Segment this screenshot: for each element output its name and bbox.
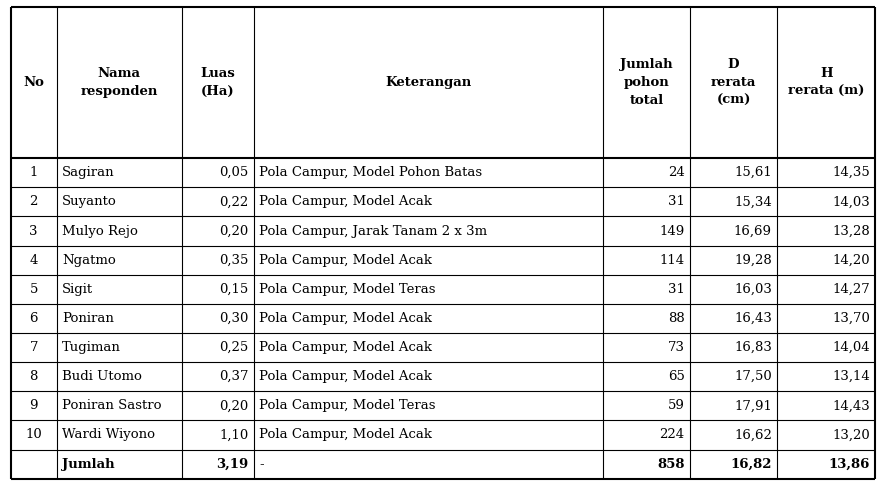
Text: 6: 6 — [29, 312, 38, 325]
Text: Luas
(Ha): Luas (Ha) — [200, 67, 236, 98]
Text: 19,28: 19,28 — [734, 254, 772, 267]
Text: Budi Utomo: Budi Utomo — [62, 370, 142, 383]
Text: H
rerata (m): H rerata (m) — [788, 67, 865, 98]
Text: 0,05: 0,05 — [220, 166, 249, 179]
Text: -: - — [260, 458, 264, 470]
Text: 15,61: 15,61 — [734, 166, 772, 179]
Text: Wardi Wiyono: Wardi Wiyono — [62, 429, 155, 441]
Text: Pola Campur, Model Teras: Pola Campur, Model Teras — [260, 399, 436, 412]
Text: Pola Campur, Model Teras: Pola Campur, Model Teras — [260, 283, 436, 296]
Text: Pola Campur, Model Pohon Batas: Pola Campur, Model Pohon Batas — [260, 166, 483, 179]
Text: Jumlah: Jumlah — [62, 458, 114, 470]
Text: 17,91: 17,91 — [734, 399, 772, 412]
Text: Sagiran: Sagiran — [62, 166, 114, 179]
Text: 4: 4 — [29, 254, 38, 267]
Text: 13,70: 13,70 — [832, 312, 870, 325]
Text: 1: 1 — [29, 166, 38, 179]
Text: Pola Campur, Model Acak: Pola Campur, Model Acak — [260, 370, 432, 383]
Text: 3,19: 3,19 — [216, 458, 249, 470]
Text: 31: 31 — [668, 283, 685, 296]
Text: 0,35: 0,35 — [220, 254, 249, 267]
Text: Pola Campur, Model Acak: Pola Campur, Model Acak — [260, 312, 432, 325]
Text: 15,34: 15,34 — [734, 195, 772, 208]
Text: 17,50: 17,50 — [734, 370, 772, 383]
Text: Pola Campur, Model Acak: Pola Campur, Model Acak — [260, 429, 432, 441]
Text: 14,03: 14,03 — [832, 195, 870, 208]
Text: Sigit: Sigit — [62, 283, 93, 296]
Text: 13,14: 13,14 — [832, 370, 870, 383]
Text: 0,15: 0,15 — [220, 283, 249, 296]
Text: 13,20: 13,20 — [832, 429, 870, 441]
Text: 31: 31 — [668, 195, 685, 208]
Text: 16,83: 16,83 — [734, 341, 772, 354]
Text: 5: 5 — [29, 283, 38, 296]
Text: 0,20: 0,20 — [220, 399, 249, 412]
Text: Mulyo Rejo: Mulyo Rejo — [62, 225, 138, 238]
Text: 0,25: 0,25 — [220, 341, 249, 354]
Text: 14,20: 14,20 — [833, 254, 870, 267]
Text: 88: 88 — [668, 312, 685, 325]
Text: Poniran Sastro: Poniran Sastro — [62, 399, 161, 412]
Text: 13,86: 13,86 — [828, 458, 870, 470]
Text: 149: 149 — [659, 225, 685, 238]
Text: 0,22: 0,22 — [220, 195, 249, 208]
Text: 0,30: 0,30 — [220, 312, 249, 325]
Text: Ngatmo: Ngatmo — [62, 254, 116, 267]
Text: 16,82: 16,82 — [730, 458, 772, 470]
Text: No: No — [23, 76, 44, 89]
Text: Tugiman: Tugiman — [62, 341, 120, 354]
Text: 59: 59 — [668, 399, 685, 412]
Text: 3: 3 — [29, 225, 38, 238]
Text: 9: 9 — [29, 399, 38, 412]
Text: Pola Campur, Jarak Tanam 2 x 3m: Pola Campur, Jarak Tanam 2 x 3m — [260, 225, 487, 238]
Text: 16,69: 16,69 — [734, 225, 772, 238]
Text: 16,43: 16,43 — [734, 312, 772, 325]
Text: 14,43: 14,43 — [832, 399, 870, 412]
Text: 16,03: 16,03 — [734, 283, 772, 296]
Text: Keterangan: Keterangan — [385, 76, 471, 89]
Text: 0,20: 0,20 — [220, 225, 249, 238]
Text: 7: 7 — [29, 341, 38, 354]
Text: 8: 8 — [29, 370, 38, 383]
Text: Suyanto: Suyanto — [62, 195, 117, 208]
Text: 10: 10 — [26, 429, 42, 441]
Text: D
rerata
(cm): D rerata (cm) — [711, 58, 757, 107]
Text: 73: 73 — [668, 341, 685, 354]
Text: 0,37: 0,37 — [220, 370, 249, 383]
Text: 24: 24 — [668, 166, 685, 179]
Text: Nama
responden: Nama responden — [81, 67, 158, 98]
Text: 16,62: 16,62 — [734, 429, 772, 441]
Text: Pola Campur, Model Acak: Pola Campur, Model Acak — [260, 254, 432, 267]
Text: 13,28: 13,28 — [832, 225, 870, 238]
Text: Poniran: Poniran — [62, 312, 114, 325]
Text: 14,27: 14,27 — [832, 283, 870, 296]
Text: 1,10: 1,10 — [220, 429, 249, 441]
Text: 2: 2 — [29, 195, 38, 208]
Text: 14,04: 14,04 — [833, 341, 870, 354]
Text: 224: 224 — [659, 429, 685, 441]
Text: 114: 114 — [659, 254, 685, 267]
Text: Jumlah
pohon
total: Jumlah pohon total — [620, 58, 672, 107]
Text: 14,35: 14,35 — [832, 166, 870, 179]
Text: 858: 858 — [657, 458, 685, 470]
Text: Pola Campur, Model Acak: Pola Campur, Model Acak — [260, 341, 432, 354]
Text: 65: 65 — [668, 370, 685, 383]
Text: Pola Campur, Model Acak: Pola Campur, Model Acak — [260, 195, 432, 208]
